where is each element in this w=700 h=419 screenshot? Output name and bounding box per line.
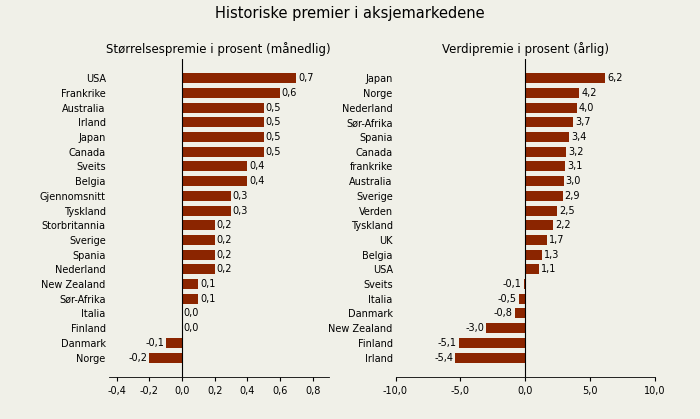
Text: Historiske premier i aksjemarkedene: Historiske premier i aksjemarkedene: [215, 6, 485, 21]
Text: 0,0: 0,0: [183, 323, 199, 333]
Bar: [525, 103, 577, 113]
Bar: [525, 206, 557, 215]
Bar: [525, 191, 563, 201]
Text: 3,2: 3,2: [568, 147, 584, 157]
Bar: [182, 176, 247, 186]
Bar: [525, 132, 569, 142]
Text: -3,0: -3,0: [466, 323, 484, 333]
Text: 0,4: 0,4: [249, 161, 265, 171]
Bar: [525, 220, 554, 230]
Text: 4,0: 4,0: [579, 103, 594, 113]
Text: 3,0: 3,0: [566, 176, 581, 186]
Text: 0,1: 0,1: [200, 294, 216, 304]
Bar: [182, 250, 215, 260]
Bar: [182, 117, 264, 127]
Text: -5,1: -5,1: [438, 338, 457, 348]
Text: 3,4: 3,4: [571, 132, 587, 142]
Bar: [486, 323, 525, 333]
Text: 0,7: 0,7: [298, 73, 314, 83]
Bar: [525, 176, 564, 186]
Text: 2,9: 2,9: [564, 191, 580, 201]
Text: 0,2: 0,2: [216, 235, 232, 245]
Bar: [182, 235, 215, 245]
Bar: [525, 235, 547, 245]
Text: -0,1: -0,1: [503, 279, 522, 289]
Bar: [182, 147, 264, 157]
Text: 0,1: 0,1: [200, 279, 216, 289]
Bar: [182, 220, 215, 230]
Text: 0,4: 0,4: [249, 176, 265, 186]
Bar: [525, 264, 539, 274]
Bar: [182, 103, 264, 113]
Text: 6,2: 6,2: [607, 73, 623, 83]
Bar: [182, 88, 280, 98]
Text: 0,5: 0,5: [265, 147, 281, 157]
Bar: [525, 147, 566, 157]
Bar: [525, 88, 580, 98]
Text: 0,3: 0,3: [232, 206, 248, 215]
Bar: [182, 132, 264, 142]
Text: 1,1: 1,1: [541, 264, 556, 274]
Text: 3,7: 3,7: [575, 117, 590, 127]
Title: Verdipremie i prosent (årlig): Verdipremie i prosent (årlig): [442, 42, 608, 56]
Title: Størrelsespremie i prosent (månedlig): Størrelsespremie i prosent (månedlig): [106, 42, 331, 56]
Text: 0,2: 0,2: [216, 250, 232, 260]
Text: 2,2: 2,2: [555, 220, 571, 230]
Bar: [166, 338, 182, 348]
Bar: [182, 161, 247, 171]
Text: 1,7: 1,7: [549, 235, 564, 245]
Text: -0,1: -0,1: [145, 338, 164, 348]
Bar: [525, 250, 542, 260]
Bar: [182, 73, 296, 83]
Text: 1,3: 1,3: [544, 250, 559, 260]
Bar: [182, 264, 215, 274]
Bar: [525, 117, 573, 127]
Bar: [514, 308, 525, 318]
Text: 0,5: 0,5: [265, 132, 281, 142]
Bar: [149, 353, 182, 362]
Bar: [182, 206, 231, 215]
Bar: [182, 191, 231, 201]
Text: -0,2: -0,2: [129, 353, 148, 362]
Bar: [525, 161, 565, 171]
Text: -5,4: -5,4: [434, 353, 453, 362]
Text: 0,2: 0,2: [216, 220, 232, 230]
Text: 0,6: 0,6: [281, 88, 297, 98]
Text: -0,8: -0,8: [494, 308, 512, 318]
Text: 4,2: 4,2: [581, 88, 597, 98]
Text: 3,1: 3,1: [567, 161, 582, 171]
Text: 2,5: 2,5: [559, 206, 575, 215]
Bar: [524, 279, 525, 289]
Text: 0,2: 0,2: [216, 264, 232, 274]
Text: 0,5: 0,5: [265, 117, 281, 127]
Bar: [182, 279, 198, 289]
Text: 0,5: 0,5: [265, 103, 281, 113]
Bar: [182, 294, 198, 304]
Bar: [519, 294, 525, 304]
Text: 0,3: 0,3: [232, 191, 248, 201]
Bar: [459, 338, 525, 348]
Text: -0,5: -0,5: [498, 294, 517, 304]
Text: 0,0: 0,0: [183, 308, 199, 318]
Bar: [525, 73, 606, 83]
Bar: [455, 353, 525, 362]
